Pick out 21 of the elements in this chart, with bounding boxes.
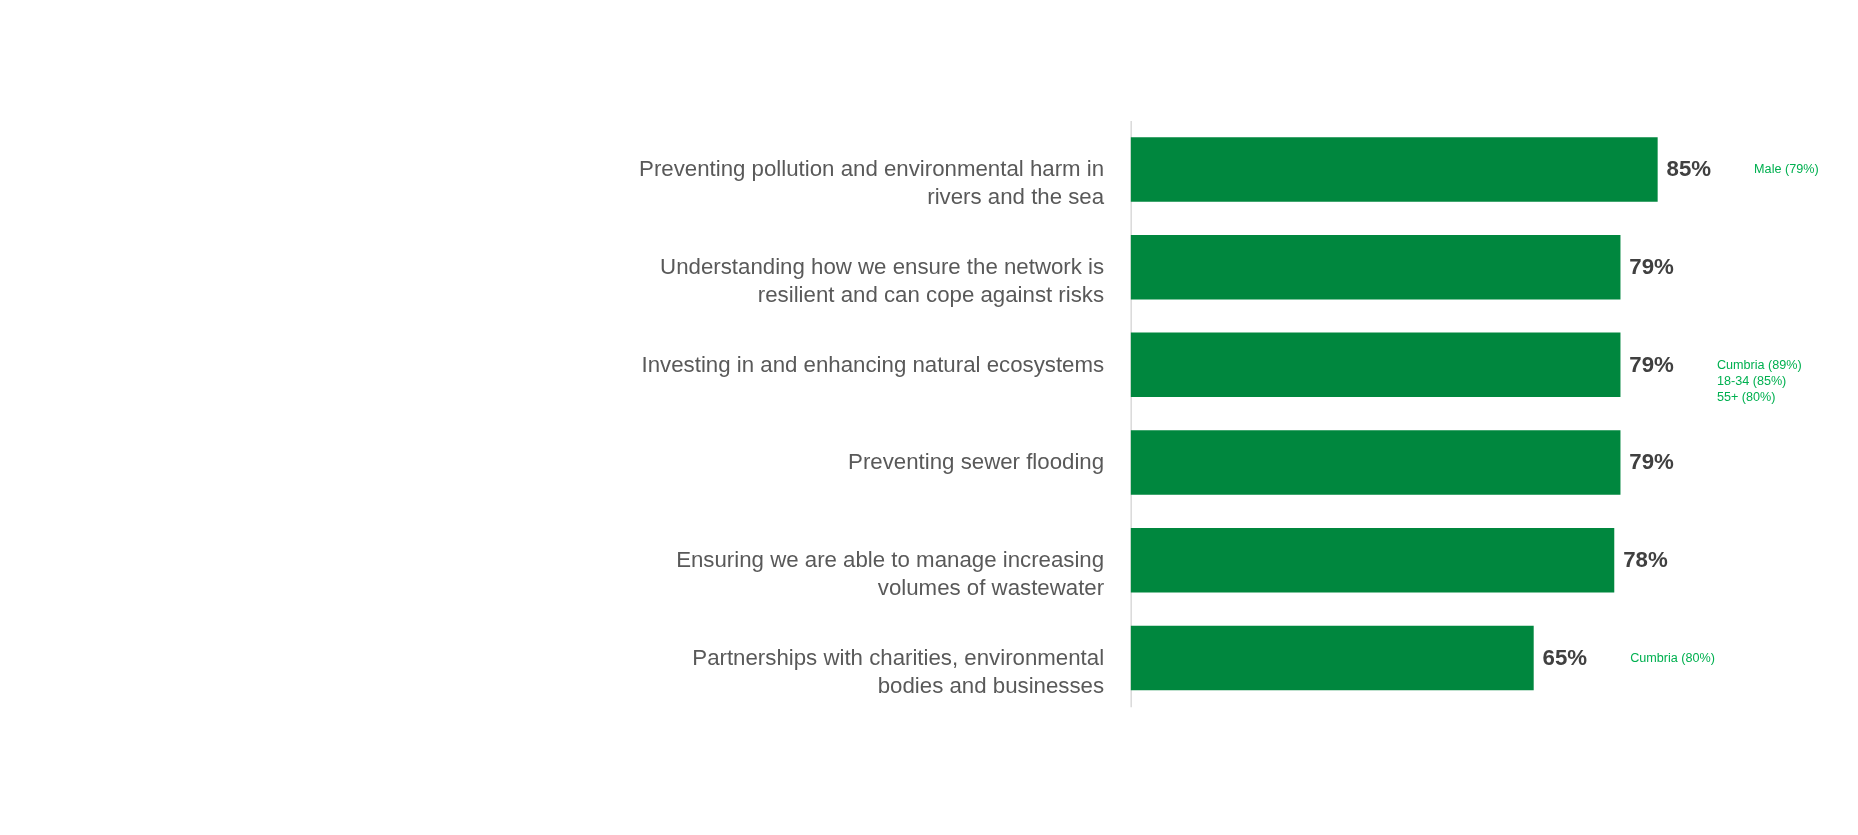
data-label: 78% (1623, 546, 1668, 572)
bar (1130, 528, 1615, 593)
data-label: 65% (1542, 644, 1588, 670)
bar (1130, 430, 1621, 495)
y-tick-label: Investing in and enhancing natural ecosystems (641, 351, 1105, 377)
text: Cumbria (89%) 18-34 (85%) 55+ (80%) (1716, 357, 1802, 405)
data-label: 79% (1629, 351, 1675, 377)
bar (1130, 332, 1621, 398)
data-label: 85% (1666, 156, 1712, 182)
annotation: Cumbria (80%) (1630, 650, 1715, 665)
y-tick-label: Understanding how we ensure the network is resilient and can cope against risks (660, 253, 1105, 308)
data-label: 79% (1629, 253, 1675, 279)
bar (1130, 625, 1534, 691)
y-tick-label: Preventing pollution and environmental harm in rivers and the sea (639, 156, 1105, 210)
y-tick-label: Ensuring we are able to manage increasing volumes of wastewater (676, 546, 1105, 601)
bar (1130, 234, 1621, 300)
y-tick-label: Partnerships with charities, environmental bodies and businesses (692, 644, 1105, 698)
data-label: 79% (1629, 449, 1675, 475)
y-tick-label: Preventing sewer flooding (848, 449, 1105, 475)
bar (1130, 137, 1658, 202)
text: Male (79%) (1754, 162, 1819, 177)
